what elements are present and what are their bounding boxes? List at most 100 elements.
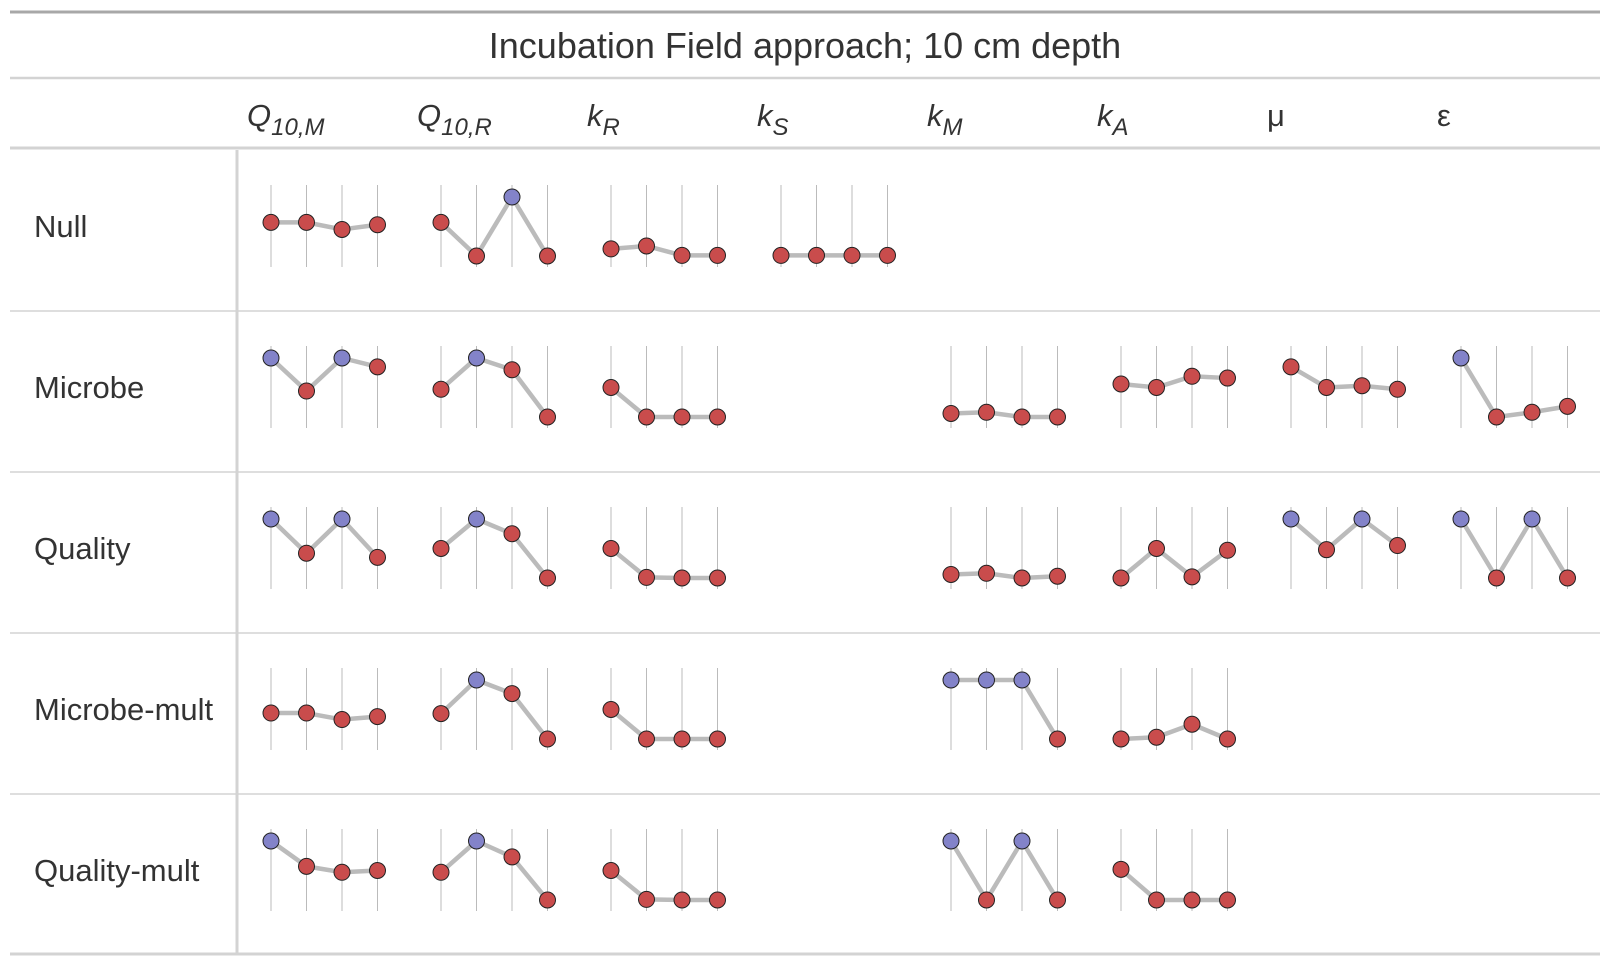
- data-point: [1112, 860, 1130, 878]
- sparkline-microbe-km: [942, 346, 1066, 428]
- data-point: [262, 349, 280, 367]
- sparkline-connector: [608, 243, 720, 258]
- sparkline-microbe-ka: [1112, 346, 1236, 428]
- sparkline-quality-mult-q10m: [262, 829, 386, 911]
- sparkline-connector: [438, 838, 550, 903]
- data-point: [673, 891, 691, 909]
- data-point: [503, 685, 521, 703]
- data-point: [1219, 891, 1236, 909]
- data-point: [539, 408, 556, 426]
- data-point: [1282, 510, 1300, 528]
- sparkline-connector: [268, 220, 380, 232]
- column-header-eps: ε: [1437, 98, 1451, 133]
- data-point: [432, 213, 450, 231]
- data-point: [1013, 569, 1031, 587]
- sparkline-microbe-mult-q10r: [432, 668, 556, 750]
- sparkline-connector: [1458, 516, 1570, 581]
- sparkline-connector: [948, 410, 1060, 420]
- data-point: [1183, 568, 1201, 586]
- data-point: [602, 240, 620, 258]
- row-label-quality: Quality: [34, 531, 131, 566]
- data-point: [333, 863, 351, 881]
- sparkline-quality-kr: [602, 507, 726, 589]
- sparkline-connector: [948, 571, 1060, 581]
- data-point: [468, 510, 485, 528]
- data-point: [602, 379, 620, 396]
- data-point: [1112, 569, 1130, 587]
- data-point: [1353, 510, 1371, 528]
- data-point: [369, 216, 386, 234]
- data-point: [333, 711, 351, 729]
- data-point: [942, 404, 960, 422]
- data-point: [1148, 891, 1165, 909]
- sparkline-microbe-mu: [1282, 346, 1406, 428]
- data-point: [602, 540, 620, 557]
- sparkline-null-kr: [602, 185, 726, 267]
- sparkline-quality-eps: [1452, 507, 1576, 589]
- column-header-q10r: Q10,R: [417, 98, 492, 141]
- data-point: [1452, 349, 1470, 367]
- data-point: [369, 358, 386, 376]
- sparkline-connector: [608, 385, 720, 420]
- column-header-mu: μ: [1267, 98, 1285, 133]
- data-point: [1318, 541, 1335, 559]
- data-point: [709, 891, 726, 909]
- data-point: [942, 565, 960, 583]
- data-point: [1049, 730, 1066, 748]
- data-point: [369, 548, 386, 566]
- sparkline-connector: [1118, 722, 1230, 742]
- sparkline-null-ks: [772, 185, 896, 267]
- data-point: [262, 510, 280, 528]
- data-point: [709, 569, 726, 587]
- sparkline-quality-mult-km: [942, 829, 1066, 911]
- sparkline-microbe-q10m: [262, 346, 386, 428]
- data-point: [1148, 540, 1165, 557]
- sparkline-connector: [1118, 546, 1230, 581]
- sparkline-quality-q10m: [262, 507, 386, 589]
- sparkline-microbe-q10r: [432, 346, 556, 428]
- sparkline-connector: [1288, 364, 1400, 392]
- row-labels: Null Microbe Quality Microbe-mult Quality-mu…: [34, 209, 214, 888]
- column-header-ka: kA: [1097, 98, 1129, 141]
- data-point: [1148, 379, 1165, 396]
- data-point: [503, 188, 521, 206]
- row-rules: [10, 310, 1600, 795]
- sparkline-connector: [1288, 516, 1400, 552]
- data-point: [262, 213, 280, 231]
- sparkline-connector: [268, 838, 380, 875]
- data-point: [808, 246, 825, 264]
- row-label-null: Null: [34, 209, 87, 244]
- data-point: [468, 671, 485, 689]
- sparkline-connector: [438, 516, 550, 581]
- data-point: [673, 408, 691, 426]
- data-point: [1559, 569, 1576, 587]
- sparkline-connector: [1118, 374, 1230, 390]
- sparkline-connector: [438, 194, 550, 259]
- data-point: [978, 403, 995, 421]
- data-point: [942, 832, 960, 850]
- column-header-q10m: Q10,M: [247, 98, 324, 141]
- data-point: [298, 704, 315, 722]
- row-label-quality-mult: Quality-mult: [34, 853, 200, 888]
- sparkline-connector: [438, 677, 550, 742]
- column-header-km: kM: [927, 98, 963, 141]
- sparkline-quality-q10r: [432, 507, 556, 589]
- sparkline-null-q10m: [262, 185, 386, 267]
- data-point: [1049, 891, 1066, 909]
- data-point: [638, 568, 655, 586]
- data-point: [298, 382, 315, 400]
- data-point: [1013, 671, 1031, 689]
- data-point: [602, 862, 620, 879]
- data-point: [1183, 891, 1201, 909]
- sparkline-quality-km: [942, 507, 1066, 589]
- sparkline-connector: [948, 677, 1060, 742]
- sparkline-cells: [262, 185, 1576, 911]
- data-point: [638, 408, 655, 426]
- data-point: [369, 862, 386, 879]
- row-label-microbe: Microbe: [34, 370, 144, 405]
- data-point: [1353, 377, 1371, 395]
- column-header-ks: kS: [757, 98, 789, 141]
- sparkline-connector: [1458, 355, 1570, 420]
- data-point: [978, 671, 995, 689]
